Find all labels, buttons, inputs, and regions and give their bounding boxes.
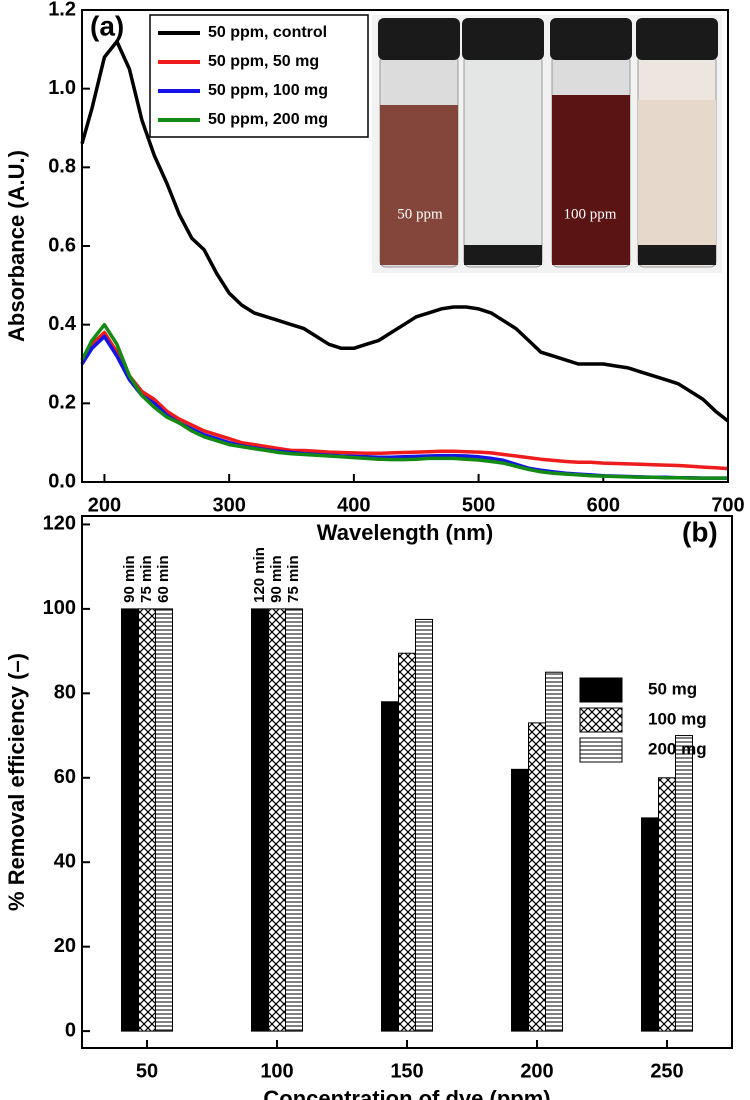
photo-annotation: 100 ppm: [564, 206, 617, 222]
legend-label: 200 mg: [648, 739, 707, 758]
y-tick-label: 1.2: [48, 0, 76, 20]
legend-swatch: [579, 677, 623, 703]
bar: [675, 735, 693, 1032]
y-tick-label: 40: [54, 851, 76, 873]
y-tick-label: 0.4: [48, 313, 77, 335]
time-label: 120 min: [251, 547, 268, 603]
x-tick-label: 100: [260, 1060, 293, 1082]
x-tick-label: 400: [337, 494, 370, 516]
line-series: [80, 322, 728, 480]
y-tick-label: 20: [54, 935, 76, 957]
y-tick-label: 60: [54, 766, 76, 788]
y-tick-label: 0.6: [48, 234, 76, 256]
y-tick-label: 0.8: [48, 156, 76, 178]
bar: [398, 652, 416, 1032]
x-tick-label: 200: [520, 1060, 553, 1082]
x-axis-label: Wavelength (nm): [317, 520, 493, 545]
y-tick-label: 80: [54, 682, 76, 704]
x-tick-label: 300: [212, 494, 245, 516]
y-tick-label: 0: [65, 1019, 76, 1041]
bar: [658, 777, 676, 1032]
bar: [121, 608, 139, 1032]
x-tick-label: 50: [136, 1060, 158, 1082]
bar: [251, 608, 269, 1032]
bar: [528, 722, 546, 1032]
panel-label: (b): [682, 516, 718, 547]
time-label: 75 min: [138, 555, 155, 603]
legend-label: 50 mg: [648, 679, 697, 698]
line-series: [80, 39, 730, 423]
photo-annotation: 50 ppm: [397, 206, 443, 222]
legend-label: 50 ppm, 100 mg: [208, 82, 328, 99]
y-tick-label: 0.2: [48, 392, 76, 414]
y-axis-label: % Removal efficiency (–): [4, 653, 29, 911]
y-tick-label: 0.0: [48, 470, 76, 492]
legend-label: 50 ppm, 200 mg: [208, 111, 328, 128]
bar: [155, 608, 173, 1032]
panel-label: (a): [90, 10, 124, 41]
x-tick-label: 700: [711, 494, 744, 516]
bar: [511, 768, 529, 1032]
legend-box: [149, 14, 369, 138]
legend-label: 50 ppm, control: [208, 24, 327, 41]
bar: [641, 817, 659, 1032]
photo-inset: [372, 15, 722, 273]
bar: [138, 608, 156, 1032]
y-axis-label: Absorbance (A.U.): [4, 150, 29, 342]
bar: [415, 618, 433, 1032]
x-tick-label: 600: [587, 494, 620, 516]
plot-frame: [81, 515, 733, 1049]
x-tick-label: 250: [650, 1060, 683, 1082]
bar: [545, 671, 563, 1032]
legend-swatch: [579, 737, 623, 763]
y-tick-label: 120: [43, 513, 76, 535]
legend-label: 50 ppm, 50 mg: [208, 53, 319, 70]
legend-swatch: [579, 707, 623, 733]
time-label: 60 min: [155, 555, 172, 603]
line-series: [80, 334, 728, 480]
time-label: 75 min: [285, 555, 302, 603]
time-label: 90 min: [268, 555, 285, 603]
x-tick-label: 500: [462, 494, 495, 516]
time-label: 90 min: [121, 555, 138, 603]
line-series: [80, 330, 729, 471]
legend-label: 100 mg: [648, 709, 707, 728]
x-tick-label: 150: [390, 1060, 423, 1082]
x-axis-label: Concentration of dye (ppm): [263, 1086, 550, 1100]
x-tick-label: 200: [88, 494, 121, 516]
bar: [268, 608, 286, 1032]
y-tick-label: 100: [43, 597, 76, 619]
y-tick-label: 1.0: [48, 77, 76, 99]
bar: [381, 701, 399, 1032]
plot-frame: [81, 9, 729, 483]
bar: [285, 608, 303, 1032]
